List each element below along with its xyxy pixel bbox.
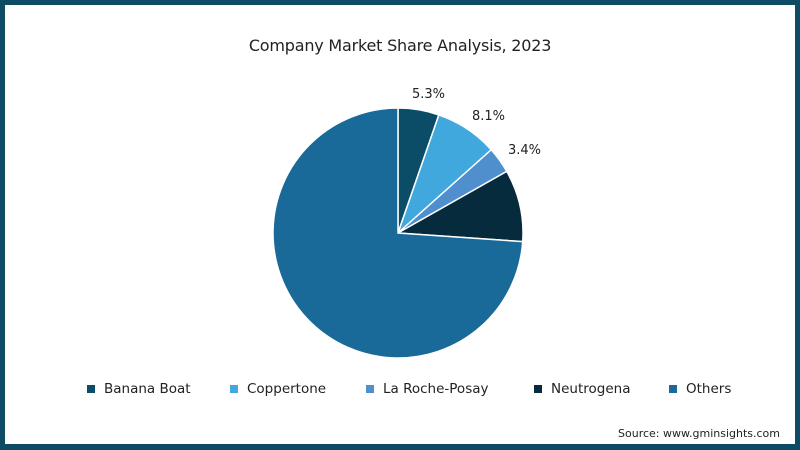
legend-swatch [230,385,238,393]
legend-label: Banana Boat [104,381,191,397]
legend-swatch [87,385,95,393]
legend-item-la-roche-posay: La Roche-Posay [366,381,489,397]
label-la-roche-posay: 3.4% [508,143,542,158]
legend-swatch [669,385,677,393]
legend-item-others: Others [669,381,731,397]
legend-label: Coppertone [247,381,327,397]
slice-others [272,107,524,359]
legend: Banana Boat Coppertone La Roche-Posay Ne… [0,381,800,401]
label-banana-boat: 5.3% [412,87,446,102]
legend-swatch [366,385,374,393]
label-coppertone: 8.1% [472,109,506,124]
legend-item-banana-boat: Banana Boat [87,381,191,397]
legend-label: Others [686,381,732,397]
legend-swatch [534,385,542,393]
legend-label: Neutrogena [551,381,631,397]
legend-item-coppertone: Coppertone [230,381,326,397]
legend-item-neutrogena: Neutrogena [534,381,630,397]
source-note: Source: www.gminsights.com [618,427,780,440]
legend-label: La Roche-Posay [383,381,489,397]
chart-title: Company Market Share Analysis, 2023 [248,36,552,55]
